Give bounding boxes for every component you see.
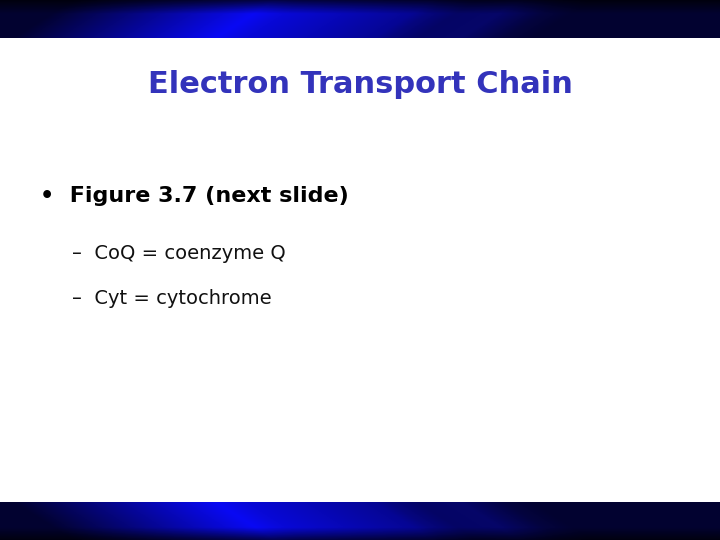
Text: –  Cyt = cytochrome: – Cyt = cytochrome [72, 288, 271, 308]
Text: •  Figure 3.7 (next slide): • Figure 3.7 (next slide) [40, 186, 348, 206]
Text: –  CoQ = coenzyme Q: – CoQ = coenzyme Q [72, 245, 286, 264]
Text: Electron Transport Chain: Electron Transport Chain [148, 71, 572, 99]
